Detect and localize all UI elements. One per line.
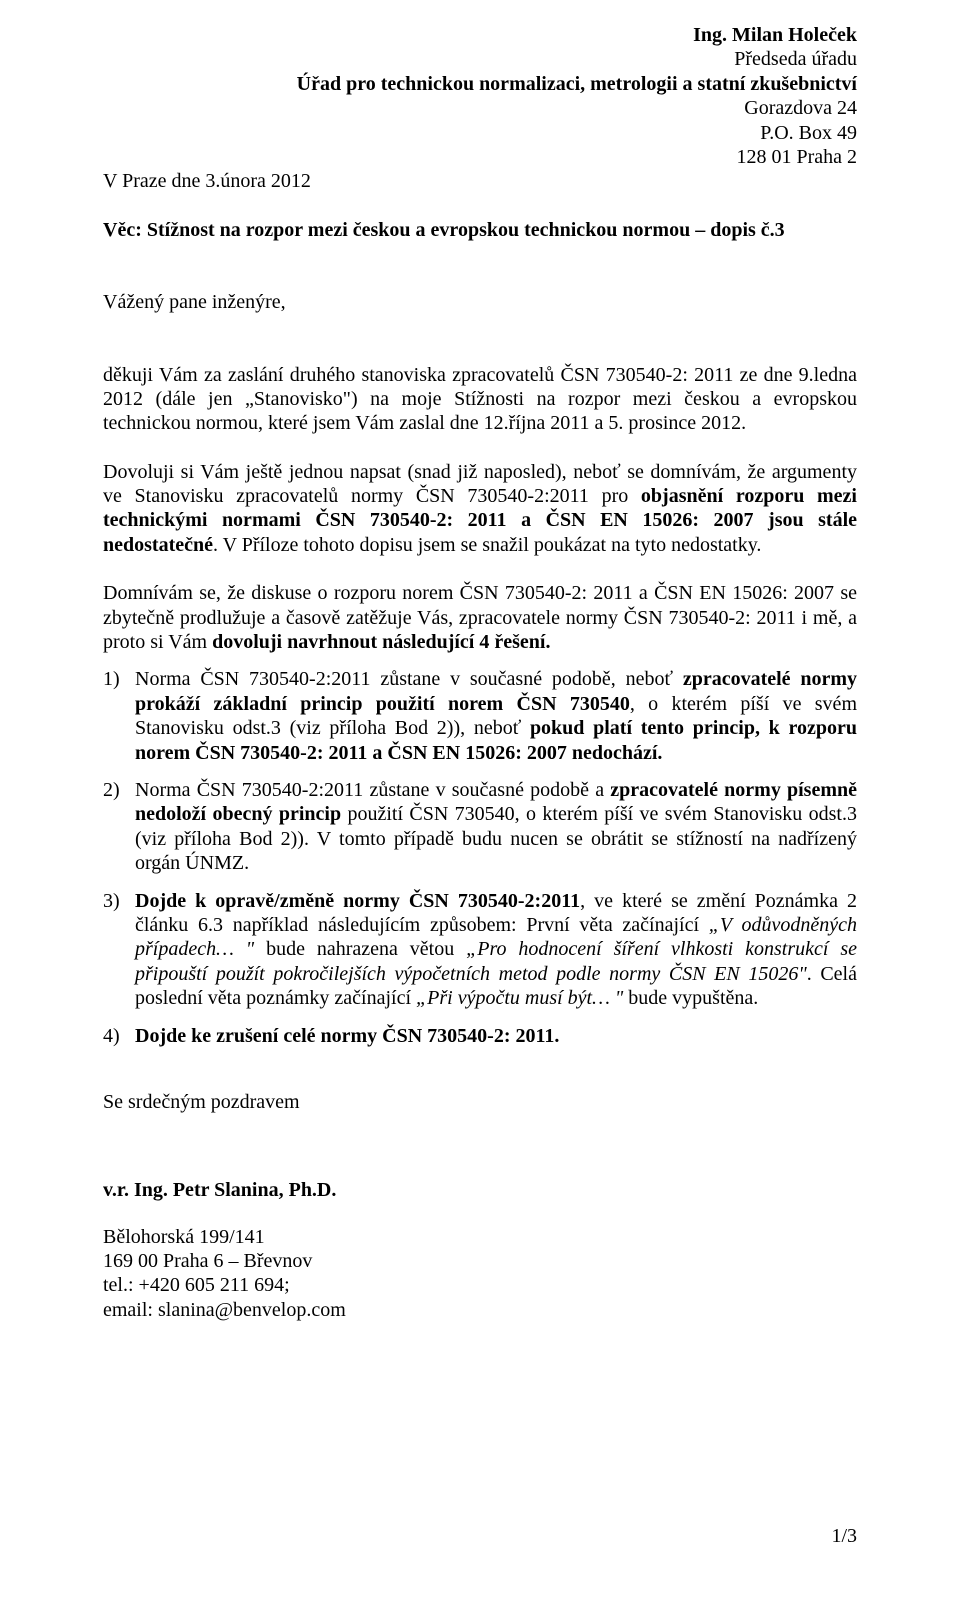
recipient-name: Ing. Milan Holeček [103, 23, 857, 47]
list-text-4: Dojde ke zrušení celé normy ČSN 730540-2… [135, 1024, 857, 1048]
recipient-addr-1: Gorazdova 24 [103, 96, 857, 120]
recipient-title: Předseda úřadu [103, 47, 857, 71]
paragraph-2: Dovoluji si Vám ještě jednou napsat (sna… [103, 460, 857, 558]
contact-block: Bělohorská 199/141 169 00 Praha 6 – Břev… [103, 1225, 857, 1323]
contact-addr-1: Bělohorská 199/141 [103, 1225, 857, 1249]
page: Ing. Milan Holeček Předseda úřadu Úřad p… [0, 0, 960, 1604]
list-text-3: Dojde k opravě/změně normy ČSN 730540-2:… [135, 889, 857, 1011]
salutation: Vážený pane inženýre, [103, 290, 857, 314]
list-text-2: Norma ČSN 730540-2:2011 zůstane v součas… [135, 778, 857, 876]
item4-a: Dojde ke zrušení celé normy ČSN 730540-2… [135, 1025, 559, 1047]
proposals-list: 1) Norma ČSN 730540-2:2011 zůstane v sou… [103, 667, 857, 1047]
contact-email: email: slanina@benvelop.com [103, 1298, 857, 1322]
recipient-addr-3: 128 01 Praha 2 [103, 145, 857, 169]
date-row: V Praze dne 3.února 2012 [103, 169, 857, 193]
paragraph-3: Domnívám se, že diskuse o rozporu norem … [103, 581, 857, 654]
list-item-2: 2) Norma ČSN 730540-2:2011 zůstane v sou… [103, 778, 857, 876]
paragraph-1: děkuji Vám za zaslání druhého stanoviska… [103, 363, 857, 436]
list-num-1: 1) [103, 667, 135, 765]
item3-d: bude nahrazena větou [254, 938, 466, 960]
list-num-2: 2) [103, 778, 135, 876]
list-text-1: Norma ČSN 730540-2:2011 zůstane v součas… [135, 667, 857, 765]
item3-h: bude vypuštěna. [623, 987, 758, 1009]
letter-header: Ing. Milan Holeček Předseda úřadu Úřad p… [103, 23, 857, 169]
list-item-4: 4) Dojde ke zrušení celé normy ČSN 73054… [103, 1024, 857, 1048]
item3-a: Dojde k opravě/změně normy ČSN 730540-2:… [135, 890, 580, 912]
closing: Se srdečným pozdravem [103, 1090, 857, 1114]
list-num-3: 3) [103, 889, 135, 1011]
paragraph-1-text: děkuji Vám za zaslání druhého stanoviska… [103, 364, 857, 435]
recipient-addr-2: P.O. Box 49 [103, 121, 857, 145]
letter-date: V Praze dne 3.února 2012 [103, 169, 311, 193]
item3-g: „Při výpočtu musí být… " [416, 987, 623, 1009]
paragraph-2-c: . V Příloze tohoto dopisu jsem se snažil… [213, 534, 761, 556]
item1-a: Norma ČSN 730540-2:2011 zůstane v součas… [135, 668, 683, 690]
subject-line: Věc: Stížnost na rozpor mezi českou a ev… [103, 218, 857, 242]
item2-a: Norma ČSN 730540-2:2011 zůstane v součas… [135, 779, 610, 801]
contact-tel: tel.: +420 605 211 694; [103, 1273, 857, 1297]
list-item-1: 1) Norma ČSN 730540-2:2011 zůstane v sou… [103, 667, 857, 765]
contact-addr-2: 169 00 Praha 6 – Břevnov [103, 1249, 857, 1273]
paragraph-3-b: dovoluji navrhnout následující 4 řešení. [212, 631, 550, 653]
list-item-3: 3) Dojde k opravě/změně normy ČSN 730540… [103, 889, 857, 1011]
list-num-4: 4) [103, 1024, 135, 1048]
recipient-org: Úřad pro technickou normalizaci, metrolo… [103, 72, 857, 96]
page-number: 1/3 [831, 1525, 857, 1548]
signature: v.r. Ing. Petr Slanina, Ph.D. [103, 1178, 857, 1202]
